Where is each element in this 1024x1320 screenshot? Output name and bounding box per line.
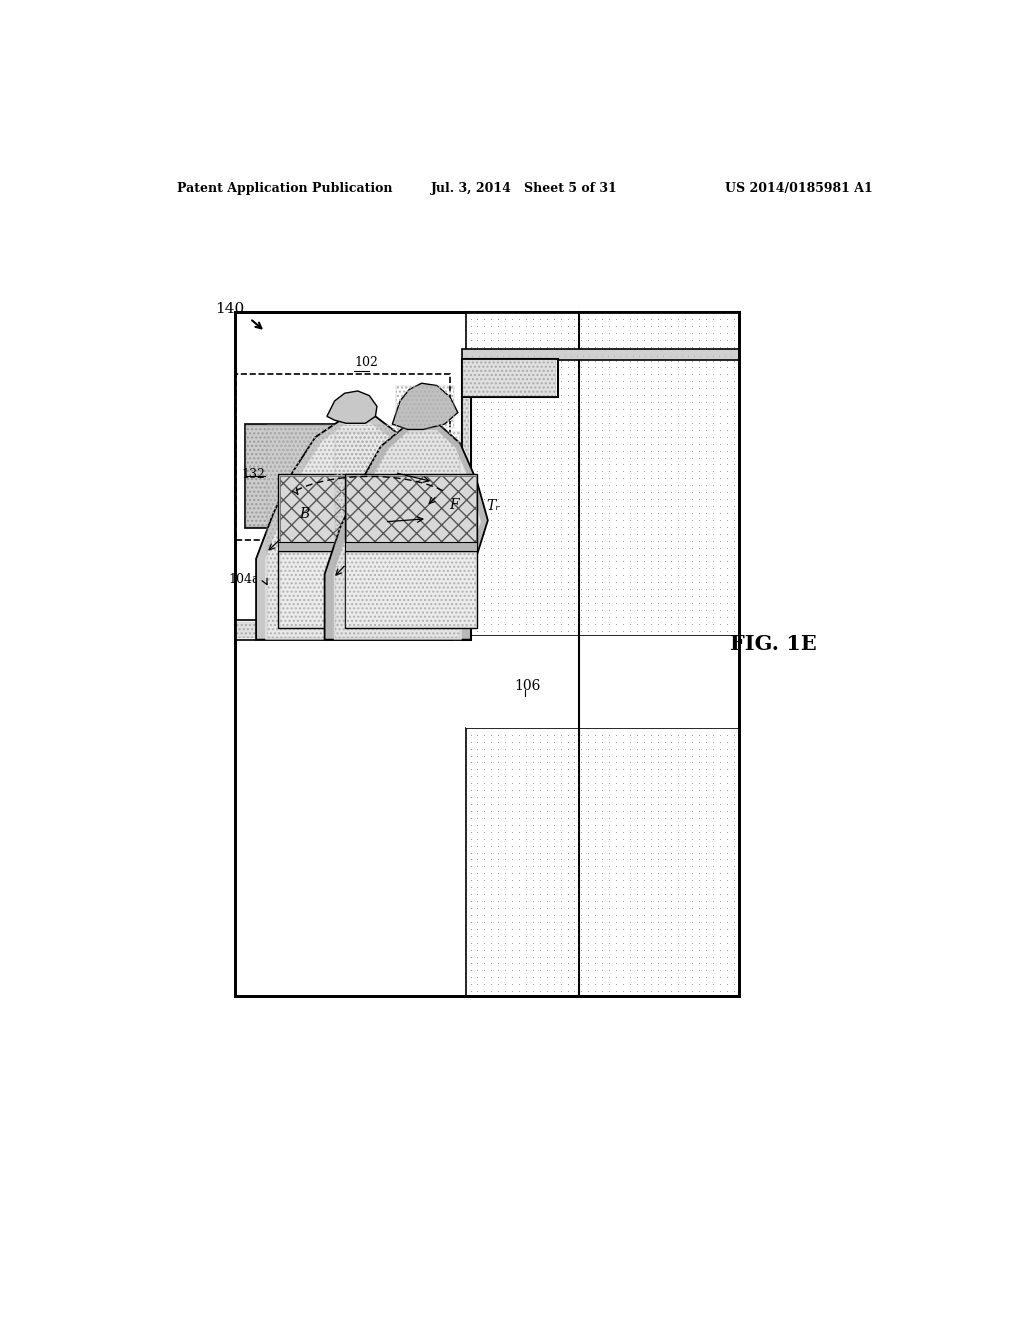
Text: 104a: 104a: [228, 573, 260, 586]
Bar: [396, 385, 454, 428]
Polygon shape: [334, 430, 481, 640]
Polygon shape: [327, 391, 377, 424]
Bar: [246, 425, 374, 527]
Text: B: B: [299, 507, 309, 521]
Text: 131a: 131a: [317, 515, 348, 527]
Bar: [279, 552, 440, 628]
Bar: [279, 474, 440, 544]
Text: US 2014/0185981 A1: US 2014/0185981 A1: [725, 182, 872, 194]
Bar: [234, 313, 739, 997]
Bar: [466, 729, 739, 997]
Bar: [462, 350, 739, 360]
Text: Tᵣ: Tᵣ: [486, 499, 501, 513]
Bar: [411, 517, 423, 528]
Bar: [466, 313, 739, 636]
Bar: [267, 425, 441, 638]
Bar: [237, 622, 468, 638]
Bar: [336, 432, 460, 638]
Text: 132: 132: [242, 467, 265, 480]
Polygon shape: [256, 416, 453, 640]
Text: 106: 106: [514, 678, 541, 693]
Polygon shape: [325, 424, 487, 640]
Bar: [463, 399, 469, 638]
Bar: [245, 424, 376, 528]
Bar: [237, 374, 451, 540]
Text: 136: 136: [348, 549, 373, 562]
Bar: [279, 543, 440, 552]
Bar: [463, 360, 556, 396]
Text: 136: 136: [438, 480, 463, 494]
Text: FIG. 1E: FIG. 1E: [730, 634, 817, 653]
Bar: [462, 397, 471, 640]
Bar: [345, 552, 477, 628]
Bar: [346, 475, 475, 543]
Text: 140: 140: [215, 302, 245, 317]
Text: 104b: 104b: [250, 480, 283, 494]
Polygon shape: [392, 383, 458, 429]
Bar: [466, 620, 469, 640]
Bar: [462, 359, 558, 397]
Text: 131b: 131b: [377, 462, 409, 474]
Bar: [346, 553, 475, 627]
Bar: [345, 543, 477, 552]
Bar: [234, 620, 469, 640]
Text: Patent Application Publication: Patent Application Publication: [177, 182, 392, 194]
Bar: [234, 313, 739, 997]
Text: F: F: [450, 498, 459, 512]
Text: 136: 136: [284, 524, 308, 536]
Text: 102: 102: [354, 355, 379, 368]
Text: Jul. 3, 2014   Sheet 5 of 31: Jul. 3, 2014 Sheet 5 of 31: [431, 182, 618, 194]
Bar: [466, 636, 738, 729]
Bar: [280, 553, 438, 627]
Polygon shape: [265, 424, 443, 640]
Bar: [345, 474, 477, 544]
Bar: [425, 482, 435, 520]
Bar: [280, 475, 438, 543]
Text: 136: 136: [370, 525, 393, 539]
